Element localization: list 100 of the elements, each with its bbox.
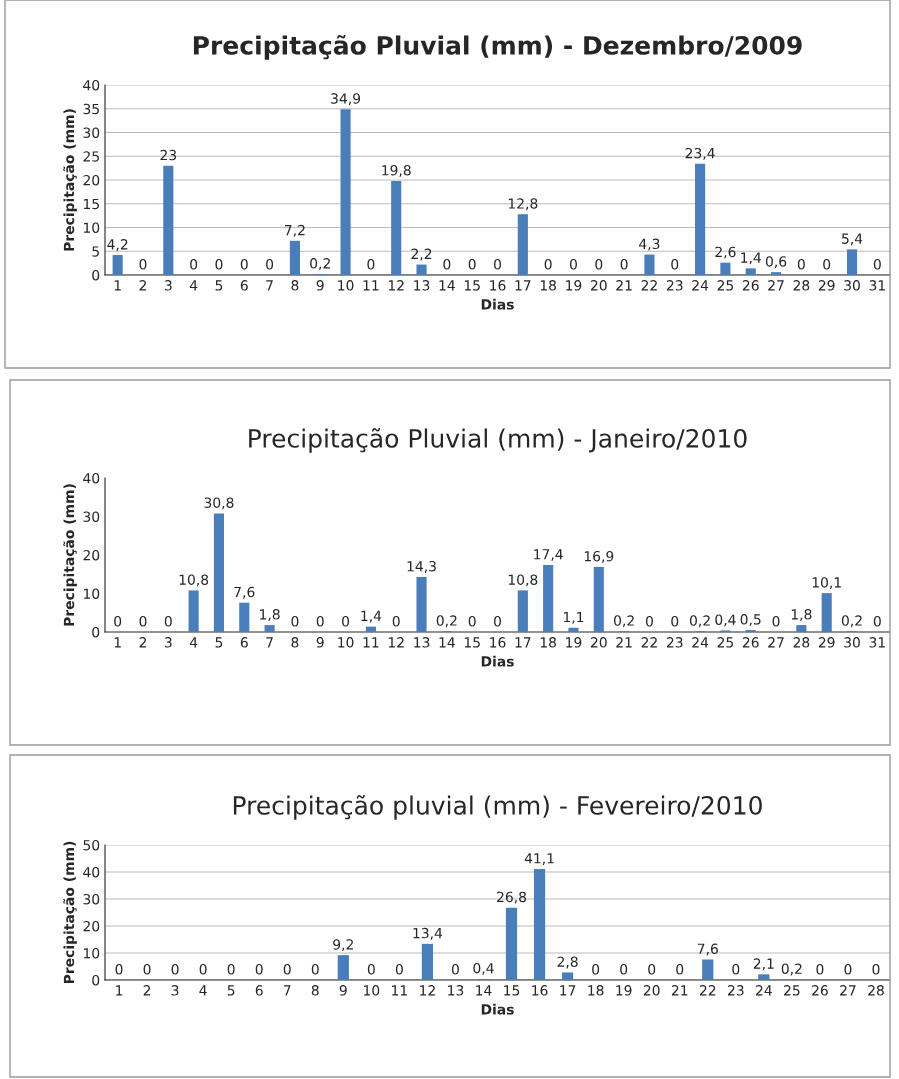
x-tick-label: 26 xyxy=(812,985,828,996)
data-label: 2,1 xyxy=(753,958,774,971)
data-label: 0 xyxy=(544,259,552,270)
data-label: 0 xyxy=(732,964,740,975)
bar xyxy=(337,955,349,980)
x-tick-label: 31 xyxy=(869,637,885,648)
bar xyxy=(533,869,546,980)
x-tick-label: 2 xyxy=(139,280,147,291)
data-label: 19,8 xyxy=(382,164,411,177)
x-tick-label: 7 xyxy=(266,280,273,291)
x-tick-label: 12 xyxy=(388,637,404,648)
data-label: 23,4 xyxy=(685,147,715,160)
data-label: 0 xyxy=(114,616,122,627)
x-tick-label: 7 xyxy=(266,637,273,648)
data-label: 0 xyxy=(569,259,577,270)
x-tick-label: 28 xyxy=(793,280,810,291)
data-label: 0 xyxy=(367,964,375,975)
x-tick-label: 27 xyxy=(840,985,856,996)
x-tick-label: 14 xyxy=(439,280,455,291)
data-label: 0 xyxy=(367,259,375,270)
x-tick-label: 16 xyxy=(532,985,548,996)
data-label: 12,8 xyxy=(508,198,538,211)
y-tick-label: 40 xyxy=(83,79,100,91)
y-tick-label: 10 xyxy=(83,588,100,599)
x-tick-label: 14 xyxy=(476,985,492,996)
x-tick-label: 18 xyxy=(540,637,557,648)
x-tick-label: 19 xyxy=(566,280,582,291)
x-tick-label: 9 xyxy=(316,637,324,648)
bar xyxy=(239,602,250,632)
x-tick-label: 20 xyxy=(590,280,607,291)
x-tick-label: 2 xyxy=(143,985,151,996)
data-label: 0,2 xyxy=(436,615,457,628)
bar xyxy=(517,214,528,275)
x-tick-label: 29 xyxy=(818,280,835,291)
data-label: 9,2 xyxy=(333,939,353,952)
bar xyxy=(517,590,528,632)
data-label: 0 xyxy=(443,259,451,270)
data-label: 30,8 xyxy=(204,497,234,510)
data-label: 0,2 xyxy=(310,258,330,270)
data-label: 10,8 xyxy=(508,574,538,587)
x-tick-label: 23 xyxy=(666,637,683,648)
x-tick-label: 13 xyxy=(414,637,430,648)
data-label: 1,8 xyxy=(791,609,812,622)
data-label: 0 xyxy=(494,616,501,627)
x-tick-label: 21 xyxy=(616,637,632,648)
data-label: 1,8 xyxy=(260,609,280,622)
x-axis-title: Dias xyxy=(481,298,514,310)
y-tick-label: 10 xyxy=(83,947,100,959)
x-tick-label: 15 xyxy=(464,280,480,291)
data-label: 4,2 xyxy=(107,239,128,251)
data-label: 2,8 xyxy=(557,956,578,969)
y-tick-label: 5 xyxy=(92,246,99,257)
data-label: 13,4 xyxy=(413,927,443,940)
x-tick-label: 21 xyxy=(671,985,688,996)
x-tick-label: 25 xyxy=(784,985,800,996)
data-label: 0,5 xyxy=(740,614,761,627)
x-tick-label: 5 xyxy=(215,637,223,648)
x-tick-label: 14 xyxy=(439,637,455,648)
data-label: 0 xyxy=(311,964,319,975)
data-label: 0 xyxy=(873,259,881,270)
data-label: 0 xyxy=(283,964,291,975)
data-label: 0 xyxy=(451,964,459,975)
x-tick-label: 5 xyxy=(227,985,235,996)
x-tick-label: 17 xyxy=(515,637,531,648)
bar xyxy=(644,254,655,275)
data-label: 0 xyxy=(844,964,852,975)
x-tick-label: 27 xyxy=(768,637,784,648)
x-tick-label: 9 xyxy=(316,280,324,291)
x-tick-label: 26 xyxy=(742,280,759,291)
x-tick-label: 24 xyxy=(756,985,772,996)
bar xyxy=(289,240,300,275)
data-label: 2,2 xyxy=(411,248,432,261)
data-label: 0 xyxy=(266,259,274,270)
x-tick-label: 1 xyxy=(114,637,121,648)
x-tick-label: 11 xyxy=(392,985,407,996)
data-label: 0 xyxy=(143,964,151,975)
bar xyxy=(821,593,832,632)
data-label: 0 xyxy=(171,964,179,975)
data-label: 0,2 xyxy=(841,615,862,628)
x-tick-label: 5 xyxy=(215,280,223,291)
x-tick-label: 8 xyxy=(311,985,319,996)
x-tick-label: 6 xyxy=(240,637,248,648)
x-tick-label: 23 xyxy=(727,985,744,996)
y-axis-title: Precipitação (mm) xyxy=(63,484,77,626)
data-label: 0 xyxy=(671,616,679,627)
y-tick-label: 10 xyxy=(83,222,100,233)
data-label: 0 xyxy=(139,616,147,627)
data-label: 0 xyxy=(823,259,831,270)
x-tick-label: 26 xyxy=(742,637,759,648)
data-label: 10,8 xyxy=(179,574,209,587)
x-tick-label: 12 xyxy=(388,280,404,291)
x-tick-label: 15 xyxy=(504,985,520,996)
bar xyxy=(416,264,427,275)
y-tick-label: 30 xyxy=(83,127,100,138)
x-tick-label: 11 xyxy=(363,637,379,648)
data-label: 1,4 xyxy=(361,610,382,623)
data-label: 41,1 xyxy=(524,853,554,865)
y-tick-label: 30 xyxy=(83,893,100,905)
data-label: 0 xyxy=(199,964,207,975)
x-tick-label: 24 xyxy=(692,637,709,648)
